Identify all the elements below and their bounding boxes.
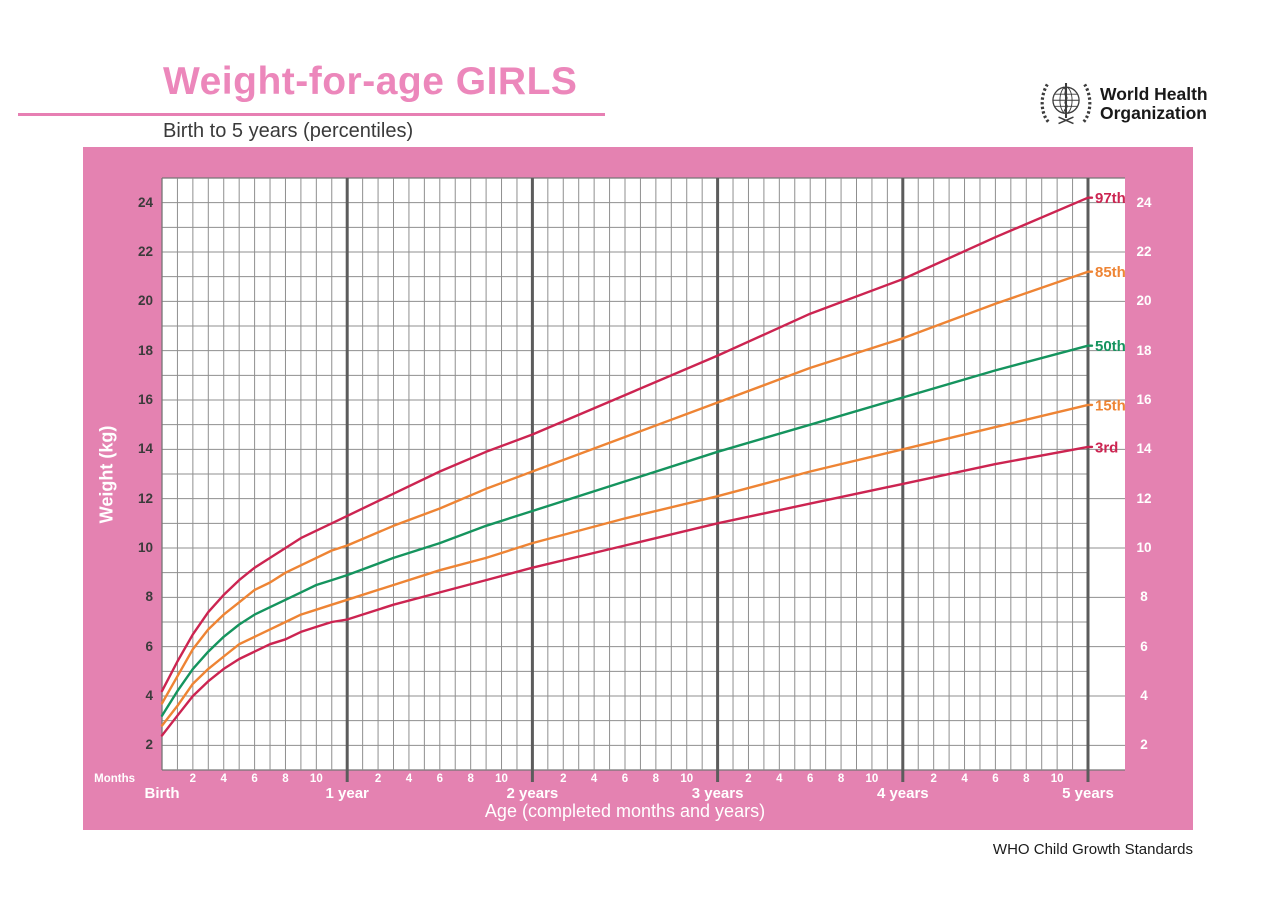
who-logo-line1: World Health [1100,84,1208,104]
y-axis-tick-left: 2 [145,737,153,753]
y-axis-tick-left: 18 [137,342,153,358]
y-axis-tick-left: 16 [137,392,153,407]
x-month-tick: 8 [1023,773,1030,785]
y-axis-tick-right: 2 [1140,737,1148,753]
y-axis-tick-right: 4 [1140,688,1148,703]
who-logo-icon [1040,83,1092,125]
x-month-tick: 8 [467,773,474,785]
y-axis-tick-right: 16 [1136,392,1152,407]
y-axis-tick-right: 10 [1136,540,1152,555]
y-axis-tick-right: 24 [1136,194,1152,210]
x-year-label: 4 years [876,785,929,802]
x-month-tick: 10 [309,773,323,785]
who-logo-text: World Health Organization [1100,85,1208,123]
percentile-curve-85th [160,270,1094,705]
percentile-label-15th: 15th [1095,397,1126,414]
x-month-tick: 2 [189,773,197,785]
x-month-tick: 8 [282,773,289,785]
x-month-tick: 10 [1050,773,1064,785]
x-month-tick: 2 [745,773,752,785]
y-axis-tick-right: 22 [1136,244,1152,259]
x-month-tick: 6 [806,773,814,785]
percentile-label-3rd: 3rd [1095,439,1118,456]
y-axis-tick-left: 14 [137,441,153,457]
y-axis-tick-right: 12 [1136,490,1152,506]
y-axis-tick-left: 4 [145,688,153,703]
x-month-tick: 4 [220,773,227,785]
x-axis-title: Age (completed months and years) [484,801,766,821]
x-month-tick: 6 [251,773,258,785]
percentile-label-50th: 50th [1095,338,1126,355]
x-year-label: Birth [144,785,180,802]
x-month-tick: 4 [961,773,968,785]
x-month-tick: 6 [992,773,999,785]
x-month-tick: 2 [930,773,937,785]
page-subtitle: Birth to 5 years (percentiles) [163,120,414,142]
x-month-tick: 8 [837,773,845,785]
x-month-tick: 6 [621,773,629,785]
y-axis-tick-right: 8 [1140,589,1148,605]
x-month-tick: 4 [590,773,598,785]
chart-panel: Weight (kg) Months Age (completed months… [83,147,1193,830]
x-month-tick: 2 [560,773,567,785]
y-axis-tick-left: 6 [145,638,153,654]
x-year-label: 3 years [691,785,744,802]
x-month-tick: 4 [405,773,413,785]
y-axis-tick-right: 6 [1140,638,1148,654]
x-year-label: 2 years [506,785,559,802]
percentile-label-85th: 85th [1095,264,1126,281]
x-month-tick: 10 [865,773,879,785]
percentile-label-97th: 97th [1095,190,1126,207]
x-year-label: 1 year [325,785,369,802]
x-month-tick: 10 [495,773,508,785]
x-month-tick: 8 [652,773,660,785]
y-axis-title-wrap: Weight (kg) [91,178,123,770]
y-axis-tick-left: 8 [145,589,153,605]
y-axis-tick-left: 10 [137,540,153,555]
percentile-curve-50th [160,344,1094,717]
percentile-curve-97th [160,196,1094,693]
title-underline [18,113,605,116]
x-month-tick: 2 [374,773,382,785]
who-logo-line2: Organization [1100,103,1207,123]
months-axis-caption: Months [94,773,135,785]
y-axis-tick-right: 14 [1136,441,1152,457]
page-footer: WHO Child Growth Standards [992,841,1193,858]
y-axis-tick-right: 18 [1136,342,1152,358]
percentile-curve-15th [160,403,1094,727]
y-axis-tick-left: 20 [137,293,153,309]
x-year-label: 5 years [1062,785,1114,802]
growth-chart-plot: 97th 85th 50th 15th 3rd [160,177,1126,782]
page-title: Weight-for-age GIRLS [163,60,578,103]
y-axis-tick-left: 12 [137,490,153,506]
x-month-tick: 6 [436,773,443,785]
y-axis-tick-left: 22 [137,244,153,259]
percentile-curve-3rd [160,445,1094,737]
y-axis-tick-left: 24 [137,194,153,210]
x-month-tick: 10 [680,773,694,785]
y-axis-tick-right: 20 [1136,293,1152,309]
x-month-tick: 4 [776,773,783,785]
y-axis-title: Weight (kg) [96,425,117,523]
